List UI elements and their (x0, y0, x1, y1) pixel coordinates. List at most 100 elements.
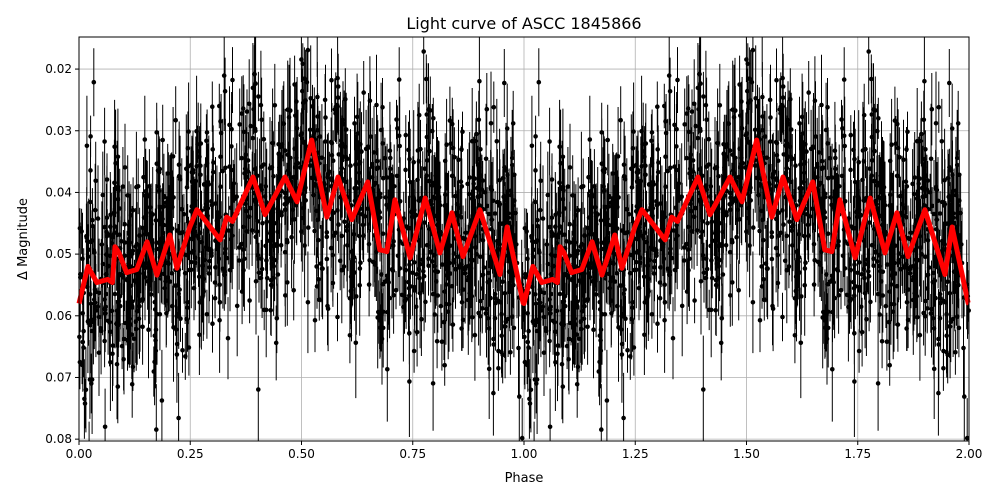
data-point (217, 282, 222, 288)
data-point (774, 177, 780, 183)
data-point (407, 293, 412, 299)
data-point (866, 49, 871, 54)
data-point (125, 337, 130, 343)
data-point (252, 167, 258, 172)
data-point (659, 218, 665, 224)
data-point (210, 321, 215, 327)
data-point (636, 285, 642, 291)
data-point (912, 248, 918, 253)
data-point (377, 311, 383, 317)
data-point (905, 129, 910, 135)
data-point (947, 290, 953, 296)
data-point (490, 198, 496, 204)
data-point (560, 196, 566, 202)
data-point (103, 271, 109, 277)
data-point (915, 204, 921, 210)
data-point (940, 238, 945, 244)
data-point (275, 206, 280, 212)
data-point (959, 242, 964, 247)
data-point (673, 205, 678, 211)
data-point (597, 359, 602, 365)
data-point (923, 298, 928, 304)
data-point (144, 210, 149, 215)
data-point (147, 204, 153, 210)
data-point (424, 242, 430, 248)
data-point (886, 319, 892, 325)
data-point (878, 173, 883, 178)
data-point (686, 224, 691, 230)
data-point (330, 158, 336, 163)
data-point (239, 289, 245, 294)
data-point (319, 155, 325, 160)
data-point (423, 299, 428, 305)
data-point (102, 310, 108, 316)
data-point (629, 252, 635, 258)
data-point (362, 214, 368, 219)
data-point (186, 129, 191, 134)
data-point (601, 184, 606, 189)
data-point (426, 263, 431, 269)
data-point (267, 166, 273, 171)
data-point (462, 271, 468, 276)
data-point (793, 288, 799, 294)
data-point (919, 185, 925, 191)
data-point (451, 260, 457, 265)
data-point (904, 147, 909, 152)
data-point (167, 279, 173, 284)
data-point (857, 207, 862, 213)
data-point (127, 240, 133, 245)
data-point (479, 187, 485, 192)
data-point (174, 313, 179, 319)
y-axis-label: Δ Magnitude (16, 198, 31, 280)
data-point (574, 305, 580, 310)
data-point (467, 175, 473, 180)
data-point (701, 94, 706, 99)
data-point (502, 290, 508, 296)
data-point (649, 138, 654, 144)
data-point (268, 282, 274, 288)
data-point (780, 95, 786, 100)
data-point (760, 128, 765, 133)
data-point (153, 348, 159, 354)
data-point (214, 218, 220, 224)
data-point (905, 287, 911, 292)
data-point (784, 165, 790, 171)
data-point (258, 256, 264, 261)
data-point (484, 106, 490, 112)
data-point (630, 300, 636, 305)
data-point (634, 179, 640, 184)
data-point (226, 228, 231, 233)
data-point (335, 75, 340, 81)
data-point (540, 216, 546, 221)
data-point (561, 299, 566, 305)
data-point (951, 211, 956, 216)
data-point (264, 275, 270, 281)
data-point (476, 175, 482, 180)
data-point (866, 269, 871, 274)
data-point (655, 169, 661, 175)
data-point (876, 116, 881, 121)
data-point (194, 164, 199, 169)
data-point (798, 162, 803, 167)
data-point (146, 327, 151, 333)
data-point (315, 217, 320, 223)
data-point (244, 208, 249, 214)
data-point (753, 96, 758, 101)
data-point (345, 223, 351, 228)
data-point (140, 225, 145, 231)
data-point (201, 276, 206, 282)
data-point (526, 328, 531, 334)
data-point (769, 256, 775, 262)
data-point (229, 144, 234, 149)
data-point (537, 287, 543, 292)
data-point (351, 231, 357, 237)
data-point (559, 186, 565, 192)
data-point (397, 143, 403, 149)
data-point (921, 175, 927, 180)
data-point (376, 208, 382, 213)
data-point (565, 184, 571, 189)
data-point (567, 165, 573, 170)
data-point (343, 144, 348, 150)
data-point (794, 249, 799, 255)
data-point (166, 261, 171, 266)
